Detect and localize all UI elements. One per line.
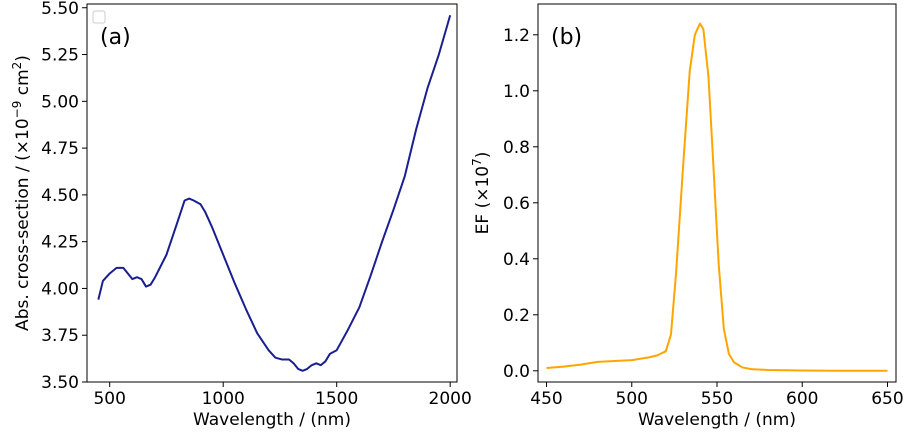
y-tick-label-b: 1.2 bbox=[503, 26, 530, 46]
y-tick-label-a: 4.50 bbox=[41, 186, 79, 206]
ylabel-b: EF (×107) bbox=[470, 152, 493, 235]
x-tick-label-b: 650 bbox=[871, 389, 903, 409]
axes-b: 450 500 550 600 650 0.0 0.2 0.4 0.6 0.8 1.0 1.2 bbox=[503, 26, 904, 409]
y-tick-label-b: 0.8 bbox=[503, 138, 530, 158]
ylabel-a: Abs. cross-section / (×10−9 cm2) bbox=[10, 55, 33, 331]
y-tick-label-a: 4.75 bbox=[41, 139, 79, 159]
y-tick-label-a: 5.25 bbox=[41, 46, 79, 66]
panel-b: (b) 450 500 550 600 650 0.0 0.2 0.4 0.6 0.8 1.0 1.2… bbox=[470, 3, 904, 430]
panel-label-a: (a) bbox=[100, 25, 131, 50]
y-tick-label-b: 0.2 bbox=[503, 306, 530, 326]
x-tick-label-a: 2000 bbox=[429, 389, 472, 409]
plot-frame-b bbox=[537, 3, 897, 383]
panel-a: (a) 500 1000 1500 2000 3.50 3.75 4.00 4.25 4.50 4… bbox=[10, 0, 472, 430]
x-tick-label-b: 450 bbox=[530, 389, 562, 409]
xlabel-b: Wavelength / (nm) bbox=[638, 410, 796, 430]
panel-label-b: (b) bbox=[551, 25, 582, 50]
series-line-b bbox=[546, 22, 888, 372]
y-tick-label-a: 5.50 bbox=[41, 0, 79, 19]
y-tick-label-a: 4.00 bbox=[41, 279, 79, 299]
y-tick-label-a: 3.50 bbox=[41, 373, 79, 393]
x-tick-label-a: 500 bbox=[93, 389, 125, 409]
y-tick-label-b: 0.6 bbox=[503, 194, 530, 214]
xlabel-a: Wavelength / (nm) bbox=[193, 410, 351, 430]
y-tick-label-a: 5.00 bbox=[41, 92, 79, 112]
y-tick-label-b: 0.4 bbox=[503, 250, 530, 270]
plot-frame-a bbox=[86, 3, 458, 383]
axes-a: 500 1000 1500 2000 3.50 3.75 4.00 4.25 4.50 4.75 5… bbox=[41, 0, 472, 409]
x-tick-label-b: 550 bbox=[701, 389, 733, 409]
series-line-a bbox=[97, 14, 452, 372]
x-tick-label-a: 1000 bbox=[202, 389, 245, 409]
y-tick-label-a: 3.75 bbox=[41, 326, 79, 346]
y-tick-label-a: 4.25 bbox=[41, 233, 79, 253]
y-tick-label-b: 1.0 bbox=[503, 82, 530, 102]
x-tick-label-b: 600 bbox=[786, 389, 818, 409]
x-tick-label-a: 1500 bbox=[315, 389, 358, 409]
legend-box-a bbox=[92, 10, 106, 24]
y-tick-label-b: 0.0 bbox=[503, 362, 530, 382]
x-tick-label-b: 500 bbox=[616, 389, 648, 409]
